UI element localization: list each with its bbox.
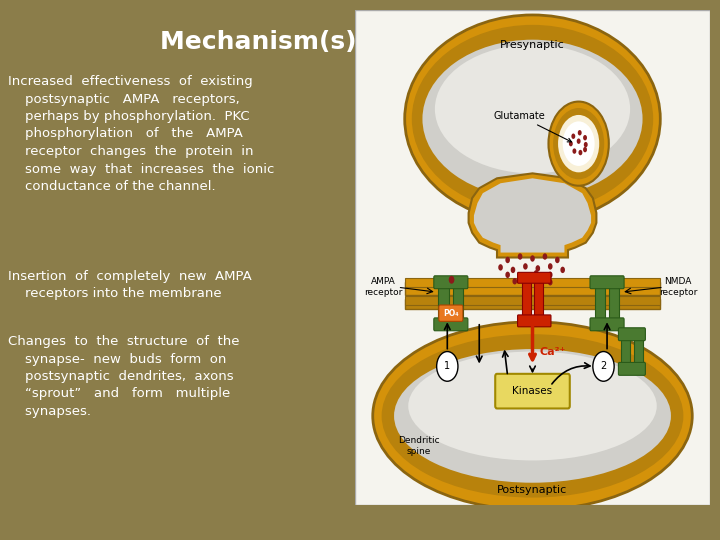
Polygon shape	[469, 173, 596, 258]
Bar	[634, 332, 642, 367]
Circle shape	[548, 272, 552, 278]
Text: Increased  effectiveness  of  existing
    postsynaptic   AMPA   receptors,
    : Increased effectiveness of existing post…	[8, 75, 274, 193]
Circle shape	[577, 138, 580, 144]
Circle shape	[536, 265, 540, 272]
Circle shape	[549, 102, 609, 186]
Circle shape	[558, 115, 599, 172]
Text: 2: 2	[600, 361, 607, 372]
FancyBboxPatch shape	[355, 10, 710, 505]
Ellipse shape	[373, 322, 692, 510]
Circle shape	[583, 135, 587, 140]
FancyBboxPatch shape	[434, 276, 468, 289]
Bar	[405, 278, 660, 287]
FancyBboxPatch shape	[618, 328, 645, 341]
Ellipse shape	[408, 352, 657, 461]
Bar	[405, 282, 660, 309]
Bar	[609, 282, 619, 322]
Circle shape	[569, 141, 573, 146]
Circle shape	[560, 267, 565, 273]
Text: Kinases: Kinases	[513, 386, 552, 396]
Circle shape	[543, 253, 547, 260]
FancyBboxPatch shape	[518, 272, 551, 284]
Text: Presynaptic: Presynaptic	[500, 39, 565, 50]
Circle shape	[505, 256, 510, 263]
Circle shape	[436, 352, 458, 381]
Ellipse shape	[423, 40, 642, 198]
FancyBboxPatch shape	[590, 276, 624, 289]
Bar	[405, 299, 660, 309]
Circle shape	[518, 253, 523, 260]
FancyBboxPatch shape	[434, 318, 468, 331]
Ellipse shape	[435, 45, 630, 173]
Circle shape	[584, 142, 588, 147]
Circle shape	[449, 276, 454, 284]
Circle shape	[530, 276, 535, 283]
Bar	[405, 282, 660, 295]
Text: Ca²⁺: Ca²⁺	[539, 347, 566, 356]
Circle shape	[510, 267, 516, 273]
Circle shape	[562, 122, 595, 166]
Text: Dendritic
spine: Dendritic spine	[398, 436, 440, 456]
Ellipse shape	[394, 349, 671, 483]
Circle shape	[577, 130, 582, 136]
Ellipse shape	[412, 25, 653, 213]
Circle shape	[555, 256, 559, 263]
Text: 1: 1	[444, 361, 451, 372]
FancyBboxPatch shape	[618, 362, 645, 375]
Text: Insertion  of  completely  new  AMPA
    receptors into the membrane: Insertion of completely new AMPA recepto…	[8, 270, 252, 300]
Text: AMPA
receptor: AMPA receptor	[364, 277, 402, 297]
Text: Postsynaptic: Postsynaptic	[498, 485, 567, 495]
Ellipse shape	[405, 15, 660, 223]
Text: Mechanism(s) for LTP in CA1: Mechanism(s) for LTP in CA1	[160, 30, 560, 54]
Bar	[534, 275, 543, 319]
Circle shape	[530, 255, 535, 262]
Circle shape	[553, 108, 604, 179]
FancyBboxPatch shape	[590, 318, 624, 331]
FancyBboxPatch shape	[438, 305, 463, 321]
Ellipse shape	[382, 334, 683, 497]
Circle shape	[548, 263, 552, 269]
Circle shape	[513, 278, 517, 285]
Bar	[438, 282, 449, 322]
Polygon shape	[474, 178, 591, 253]
Circle shape	[505, 272, 510, 278]
Text: Glutamate: Glutamate	[493, 111, 572, 142]
Circle shape	[548, 279, 552, 286]
Circle shape	[593, 352, 614, 381]
Text: PO₄: PO₄	[443, 309, 459, 318]
Circle shape	[523, 263, 528, 269]
Circle shape	[578, 150, 582, 156]
Bar	[405, 295, 660, 305]
Circle shape	[572, 148, 576, 154]
Circle shape	[583, 147, 587, 152]
Circle shape	[498, 264, 503, 271]
Text: Changes  to  the  structure  of  the
    synapse-  new  buds  form  on
    posts: Changes to the structure of the synapse-…	[8, 335, 240, 418]
Bar	[453, 282, 463, 322]
FancyBboxPatch shape	[518, 315, 551, 327]
Bar	[621, 332, 630, 367]
Circle shape	[534, 270, 539, 276]
Bar	[522, 275, 531, 319]
FancyBboxPatch shape	[495, 374, 570, 408]
Bar	[595, 282, 606, 322]
Text: NMDA
receptor: NMDA receptor	[659, 277, 697, 297]
Circle shape	[572, 133, 575, 139]
Circle shape	[520, 273, 524, 280]
